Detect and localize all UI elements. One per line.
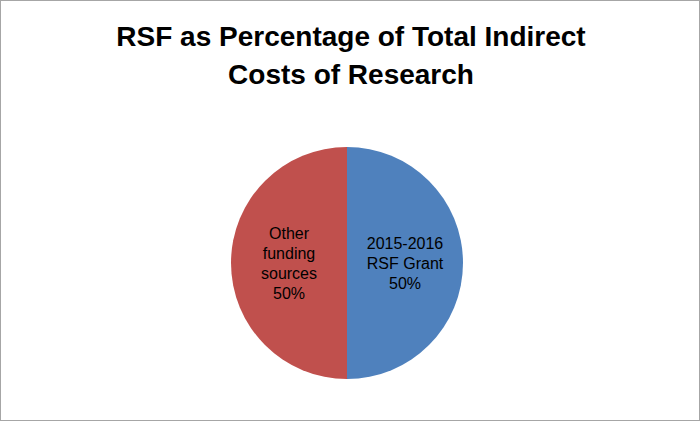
svg-text:2015-2016RSF Grant50%: 2015-2016RSF Grant50% (367, 235, 444, 292)
html-text:RSF as Percentage of Total Ind: RSF as Percentage of Total Indirect Cost… (116, 21, 586, 90)
svg-text:Otherfundingsources50%: Otherfundingsources50% (261, 225, 317, 302)
